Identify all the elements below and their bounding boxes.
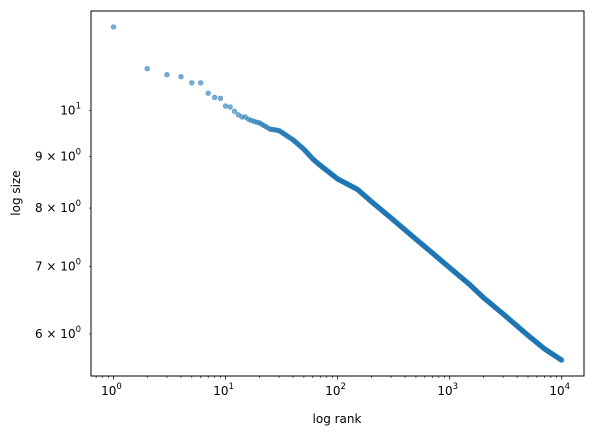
data-point (211, 94, 218, 101)
y-axis-ticks: 6 × 100 7 × 100 8 × 100 9 × 100 101 (35, 101, 91, 341)
y-tick-label: 6 × 100 (35, 325, 81, 341)
data-point (222, 103, 229, 109)
plot-frame (90, 10, 585, 377)
x-tick-label: 102 (325, 382, 346, 398)
x-axis-ticks: 100 101 102 103 104 (95, 376, 570, 398)
data-point (205, 90, 211, 96)
y-tick-label: 9 × 100 (35, 147, 81, 163)
x-tick-label: 100 (101, 382, 122, 398)
y-tick-label: 101 (60, 101, 81, 117)
x-tick-label: 104 (549, 382, 570, 398)
data-point (231, 108, 238, 114)
data-point (164, 71, 170, 78)
x-tick-label: 103 (437, 382, 458, 398)
data-point (189, 80, 195, 86)
data-point (559, 357, 565, 363)
data-point (217, 95, 224, 102)
x-axis-label: log rank (313, 412, 362, 426)
y-axis-label: log size (9, 170, 23, 215)
x-tick-label: 101 (213, 382, 234, 398)
data-point (110, 24, 117, 30)
data-points (110, 24, 565, 363)
data-point (227, 104, 233, 110)
data-point (178, 74, 184, 80)
y-tick-label: 7 × 100 (35, 257, 81, 273)
data-point (197, 80, 204, 86)
y-tick-label: 8 × 100 (35, 199, 81, 215)
data-point (144, 65, 150, 72)
